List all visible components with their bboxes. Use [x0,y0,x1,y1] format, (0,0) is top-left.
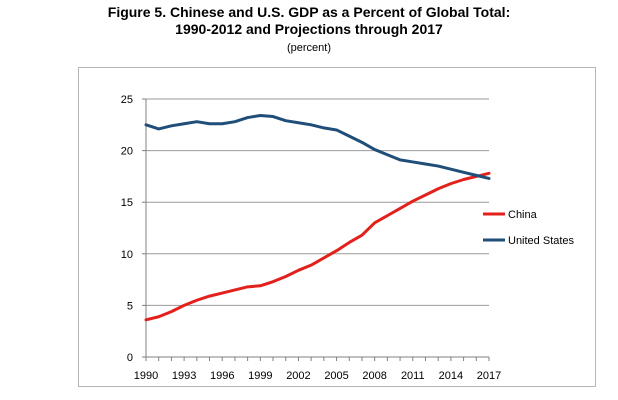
legend-label-china: China [508,209,538,221]
chart-title-line-1: Figure 5. Chinese and U.S. GDP as a Perc… [107,4,511,20]
x-tick-label: 1993 [172,370,196,382]
series-line-china [144,171,491,322]
y-tick-label: 15 [121,197,133,209]
y-tick-label: 0 [127,352,133,364]
series-line-united-states [144,114,491,180]
chart-frame [78,67,596,387]
y-tick-label: 20 [121,146,133,158]
chart-title-line-2: 1990-2012 and Projections through 2017 [175,21,443,37]
y-tick-label: 25 [121,94,133,106]
x-tick-label: 2002 [286,370,310,382]
x-tick-label: 2014 [439,370,463,382]
x-tick-label: 1990 [134,370,158,382]
x-tick-label: 2008 [362,370,386,382]
x-tick-label: 2017 [477,370,501,382]
x-tick-label: 1996 [210,370,234,382]
x-tick-label: 2011 [401,370,425,382]
chart-subtitle: (percent) [286,42,332,54]
x-tick-label: 2005 [324,370,348,382]
legend-label-united-states: United States [508,235,575,247]
x-tick-label: 1999 [248,370,272,382]
y-tick-label: 5 [127,300,133,312]
y-tick-label: 10 [121,249,133,261]
